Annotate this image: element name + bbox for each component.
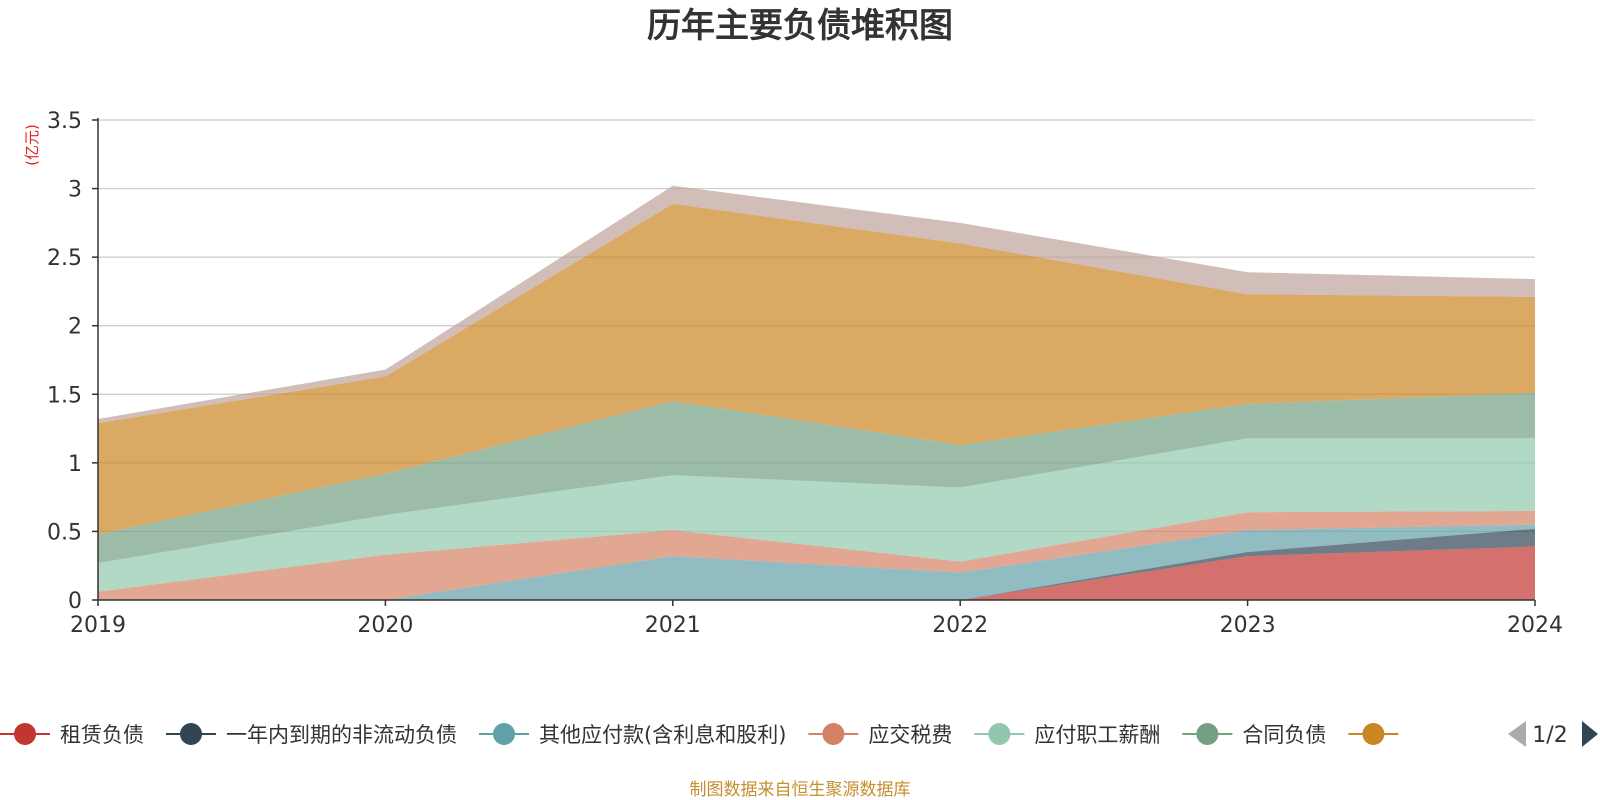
- x-tick-label: 2022: [932, 613, 988, 638]
- y-tick-label: 0: [68, 589, 82, 614]
- legend-item-4[interactable]: 应付职工薪酬: [974, 723, 1160, 747]
- legend-item-0[interactable]: 租赁负债: [0, 723, 144, 747]
- legend-dot-icon: [1196, 723, 1219, 745]
- legend-dot-icon: [180, 723, 202, 745]
- x-tick-label: 2019: [70, 613, 126, 638]
- x-tick-label: 2021: [645, 613, 701, 638]
- area-series-4[interactable]: [98, 438, 1535, 592]
- legend-label: 应交税费: [868, 723, 952, 747]
- x-tick-label: 2023: [1220, 613, 1276, 638]
- legend-item-3[interactable]: 应交税费: [808, 723, 952, 747]
- x-tick-label: 2020: [357, 613, 413, 638]
- area-series-0[interactable]: [98, 546, 1535, 601]
- x-tick-label: 2024: [1507, 613, 1563, 638]
- area-series-3[interactable]: [98, 510, 1535, 600]
- legend-item-1[interactable]: 一年内到期的非流动负债: [166, 723, 457, 747]
- legend-dot-icon: [988, 723, 1011, 745]
- axes: 0 0.5 1 1.5 2 2.5 3 3.5 2019 2020 2021 2022 2023 2024: [47, 109, 1563, 638]
- legend-item-2[interactable]: 其他应付款(含利息和股利): [479, 723, 786, 747]
- y-tick-label: 1: [68, 452, 82, 477]
- chart-title: 历年主要负债堆积图: [647, 6, 953, 46]
- legend-item-5[interactable]: 合同负债: [1182, 723, 1326, 747]
- legend-label: 应付职工薪酬: [1034, 723, 1160, 747]
- area-series-5[interactable]: [98, 392, 1535, 563]
- y-tick-label: 2.5: [47, 246, 82, 271]
- legend-dot-icon: [822, 723, 845, 745]
- y-tick-label: 3.5: [47, 109, 82, 134]
- legend[interactable]: 租赁负债 一年内到期的非流动负债 其他应付款(含利息和股利) 应交税费 应付职工薪酬 合同…: [0, 721, 1598, 748]
- legend-label: 合同负债: [1242, 723, 1326, 747]
- y-tick-label: 2: [68, 315, 82, 340]
- y-tick-label: 3: [68, 178, 82, 203]
- legend-label: 租赁负债: [60, 723, 144, 747]
- area-series-2[interactable]: [98, 524, 1535, 600]
- legend-prev-page-icon[interactable]: [1508, 721, 1526, 747]
- y-axis-unit-label: (亿元): [23, 124, 41, 166]
- legend-label: 一年内到期的非流动负债: [226, 723, 457, 747]
- area-series-6[interactable]: [98, 203, 1535, 535]
- data-source-note: 制图数据来自恒生聚源数据库: [690, 780, 911, 800]
- legend-dot-icon: [14, 723, 36, 745]
- legend-label: 其他应付款(含利息和股利): [539, 723, 786, 747]
- legend-dot-icon: [493, 723, 515, 745]
- legend-item-partial[interactable]: [1348, 723, 1399, 745]
- legend-next-page-icon[interactable]: [1582, 721, 1598, 747]
- area-series-group: [98, 185, 1535, 601]
- legend-page-indicator: 1/2: [1532, 723, 1567, 748]
- area-series-7[interactable]: [98, 185, 1535, 424]
- legend-dot-icon: [1362, 723, 1385, 745]
- y-tick-label: 0.5: [47, 520, 82, 545]
- y-tick-label: 1.5: [47, 383, 82, 408]
